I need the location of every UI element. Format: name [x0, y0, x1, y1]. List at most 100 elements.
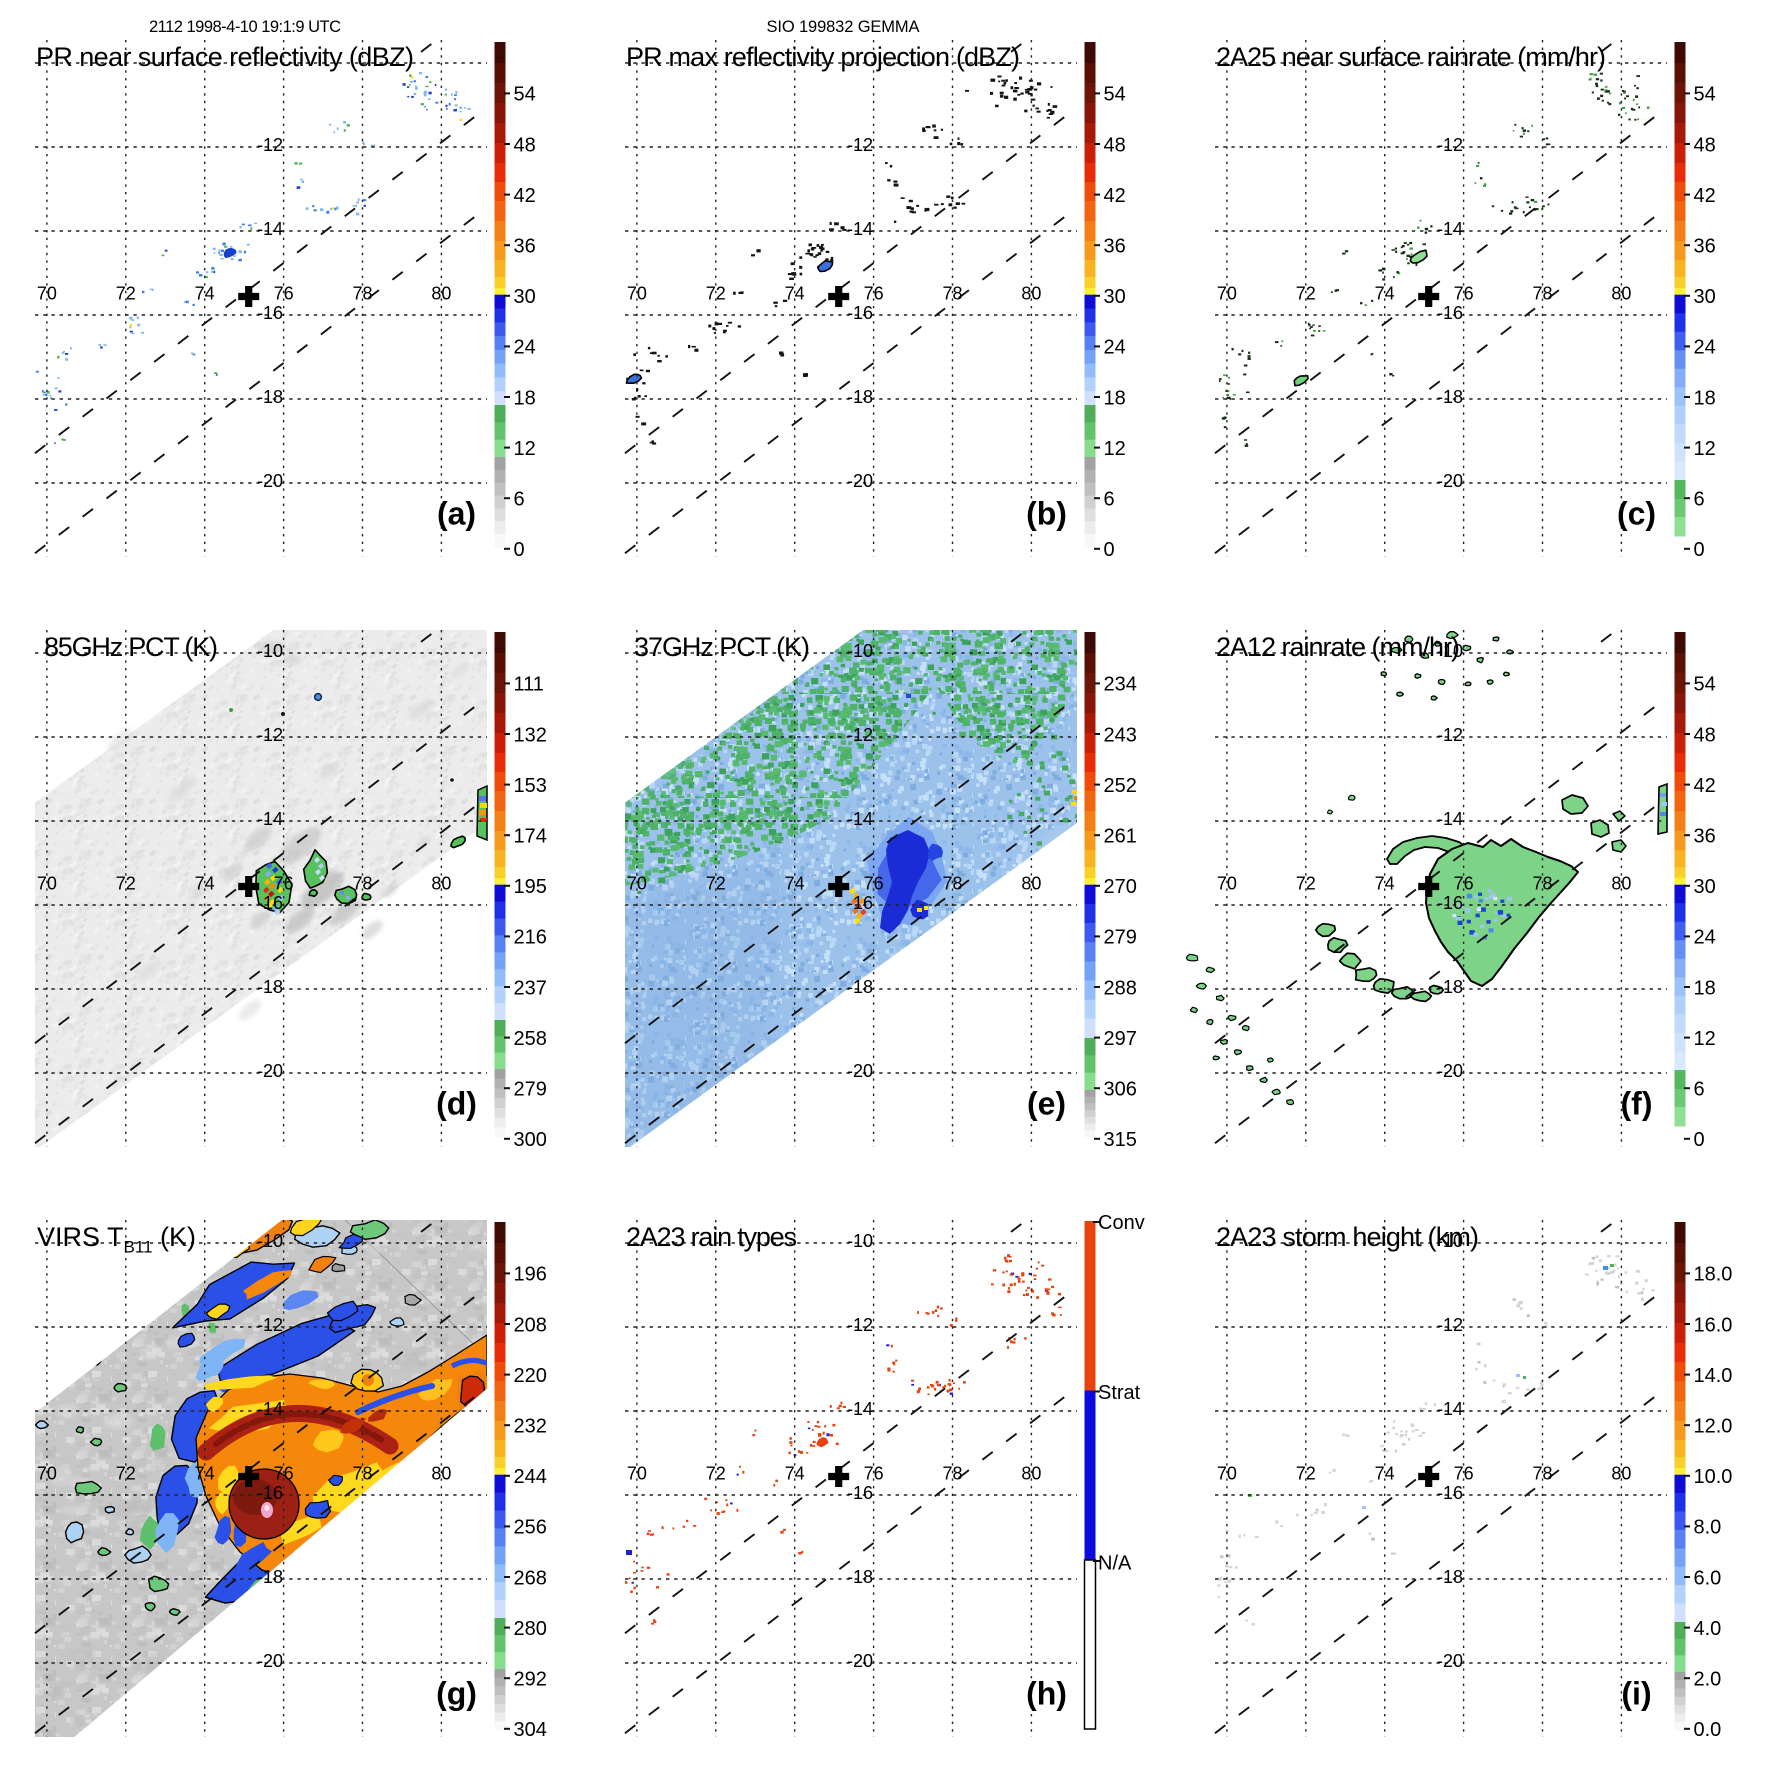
- svg-text:36: 36: [1104, 236, 1126, 258]
- svg-text:14.0: 14.0: [1694, 1365, 1733, 1387]
- svg-text:-10: -10: [257, 641, 283, 661]
- svg-text:-14: -14: [1437, 219, 1463, 239]
- svg-text:36: 36: [514, 236, 536, 258]
- svg-text:6: 6: [1104, 489, 1115, 511]
- svg-text:36: 36: [1694, 826, 1716, 848]
- svg-text:(d): (d): [436, 1086, 477, 1122]
- svg-text:12: 12: [514, 438, 536, 460]
- svg-text:SIO 199832 GEMMA: SIO 199832 GEMMA: [767, 18, 920, 36]
- svg-text:(h): (h): [1026, 1676, 1067, 1712]
- svg-text:10.0: 10.0: [1694, 1466, 1733, 1488]
- svg-text:54: 54: [1694, 84, 1716, 106]
- svg-text:70: 70: [1217, 1464, 1237, 1484]
- svg-text:-10: -10: [847, 1231, 873, 1251]
- svg-text:-16: -16: [847, 1483, 873, 1503]
- svg-text:74: 74: [195, 1464, 215, 1484]
- svg-text:74: 74: [785, 1464, 805, 1484]
- svg-text:0: 0: [1694, 539, 1705, 561]
- svg-text:24: 24: [1694, 337, 1716, 359]
- svg-text:Strat: Strat: [1098, 1382, 1141, 1404]
- svg-text:PR max reflectivity projection: PR max reflectivity projection (dBZ): [626, 42, 1020, 72]
- svg-text:(c): (c): [1617, 496, 1656, 532]
- svg-text:74: 74: [1375, 284, 1395, 304]
- svg-text:42: 42: [514, 185, 536, 207]
- svg-text:258: 258: [514, 1028, 547, 1050]
- svg-text:72: 72: [706, 1464, 726, 1484]
- svg-text:-18: -18: [1437, 387, 1463, 407]
- svg-text:74: 74: [785, 284, 805, 304]
- svg-text:78: 78: [1532, 874, 1552, 894]
- svg-text:-10: -10: [257, 1231, 283, 1251]
- svg-text:72: 72: [116, 1464, 136, 1484]
- svg-text:72: 72: [706, 874, 726, 894]
- svg-text:279: 279: [1104, 927, 1137, 949]
- svg-text:315: 315: [1104, 1129, 1137, 1151]
- svg-text:243: 243: [1104, 724, 1137, 746]
- svg-text:-10: -10: [847, 641, 873, 661]
- svg-text:VIRS TB11 (K): VIRS TB11 (K): [37, 1222, 196, 1257]
- svg-text:0: 0: [1694, 1129, 1705, 1151]
- svg-text:76: 76: [864, 284, 884, 304]
- svg-text:70: 70: [37, 284, 57, 304]
- svg-text:42: 42: [1104, 185, 1126, 207]
- svg-text:80: 80: [431, 874, 451, 894]
- svg-text:-16: -16: [1437, 1483, 1463, 1503]
- svg-text:2A23 rain types: 2A23 rain types: [626, 1222, 797, 1252]
- svg-text:12: 12: [1104, 438, 1126, 460]
- svg-text:-18: -18: [257, 1567, 283, 1587]
- svg-text:18: 18: [1104, 387, 1126, 409]
- svg-text:-14: -14: [257, 219, 283, 239]
- svg-text:80: 80: [431, 284, 451, 304]
- svg-text:-20: -20: [847, 1061, 873, 1081]
- svg-text:0: 0: [1104, 539, 1115, 561]
- svg-text:70: 70: [37, 874, 57, 894]
- svg-text:288: 288: [1104, 977, 1137, 999]
- svg-text:48: 48: [514, 134, 536, 156]
- svg-text:74: 74: [1375, 874, 1395, 894]
- svg-text:-20: -20: [1437, 471, 1463, 491]
- svg-text:252: 252: [1104, 775, 1137, 797]
- svg-text:2A25 near surface rainrate (mm: 2A25 near surface rainrate (mm/hr): [1216, 42, 1606, 72]
- svg-text:232: 232: [514, 1416, 547, 1438]
- svg-text:12: 12: [1694, 1028, 1716, 1050]
- svg-text:-16: -16: [1437, 303, 1463, 323]
- svg-text:42: 42: [1694, 185, 1716, 207]
- svg-text:-18: -18: [1437, 977, 1463, 997]
- svg-text:-14: -14: [847, 809, 873, 829]
- svg-text:78: 78: [942, 1464, 962, 1484]
- svg-text:80: 80: [1611, 1464, 1631, 1484]
- svg-text:76: 76: [1454, 284, 1474, 304]
- svg-text:270: 270: [1104, 876, 1137, 898]
- svg-text:80: 80: [1021, 284, 1041, 304]
- svg-text:24: 24: [1104, 337, 1126, 359]
- svg-text:37GHz PCT (K): 37GHz PCT (K): [634, 632, 810, 662]
- svg-text:-20: -20: [257, 1061, 283, 1081]
- svg-text:42: 42: [1694, 775, 1716, 797]
- svg-text:74: 74: [195, 874, 215, 894]
- svg-text:70: 70: [627, 284, 647, 304]
- svg-text:6: 6: [1694, 1079, 1705, 1101]
- svg-text:80: 80: [1611, 874, 1631, 894]
- svg-text:76: 76: [274, 284, 294, 304]
- svg-text:300: 300: [514, 1129, 547, 1151]
- svg-text:-20: -20: [847, 471, 873, 491]
- svg-text:-20: -20: [1437, 1061, 1463, 1081]
- svg-text:80: 80: [1611, 284, 1631, 304]
- svg-text:18.0: 18.0: [1694, 1264, 1733, 1286]
- svg-text:54: 54: [1694, 674, 1716, 696]
- svg-text:220: 220: [514, 1365, 547, 1387]
- svg-text:2A23 storm height (km): 2A23 storm height (km): [1216, 1222, 1479, 1252]
- svg-text:304: 304: [514, 1719, 547, 1741]
- svg-text:78: 78: [1532, 1464, 1552, 1484]
- svg-text:74: 74: [785, 874, 805, 894]
- svg-text:-12: -12: [847, 725, 873, 745]
- svg-text:(i): (i): [1621, 1676, 1651, 1712]
- svg-text:2A12 rainrate (mm/hr): 2A12 rainrate (mm/hr): [1216, 632, 1460, 662]
- svg-text:111: 111: [514, 674, 544, 696]
- svg-text:6: 6: [514, 489, 525, 511]
- svg-text:-16: -16: [257, 303, 283, 323]
- svg-text:2.0: 2.0: [1694, 1669, 1722, 1691]
- svg-text:74: 74: [1375, 1464, 1395, 1484]
- svg-text:70: 70: [627, 874, 647, 894]
- svg-text:78: 78: [352, 874, 372, 894]
